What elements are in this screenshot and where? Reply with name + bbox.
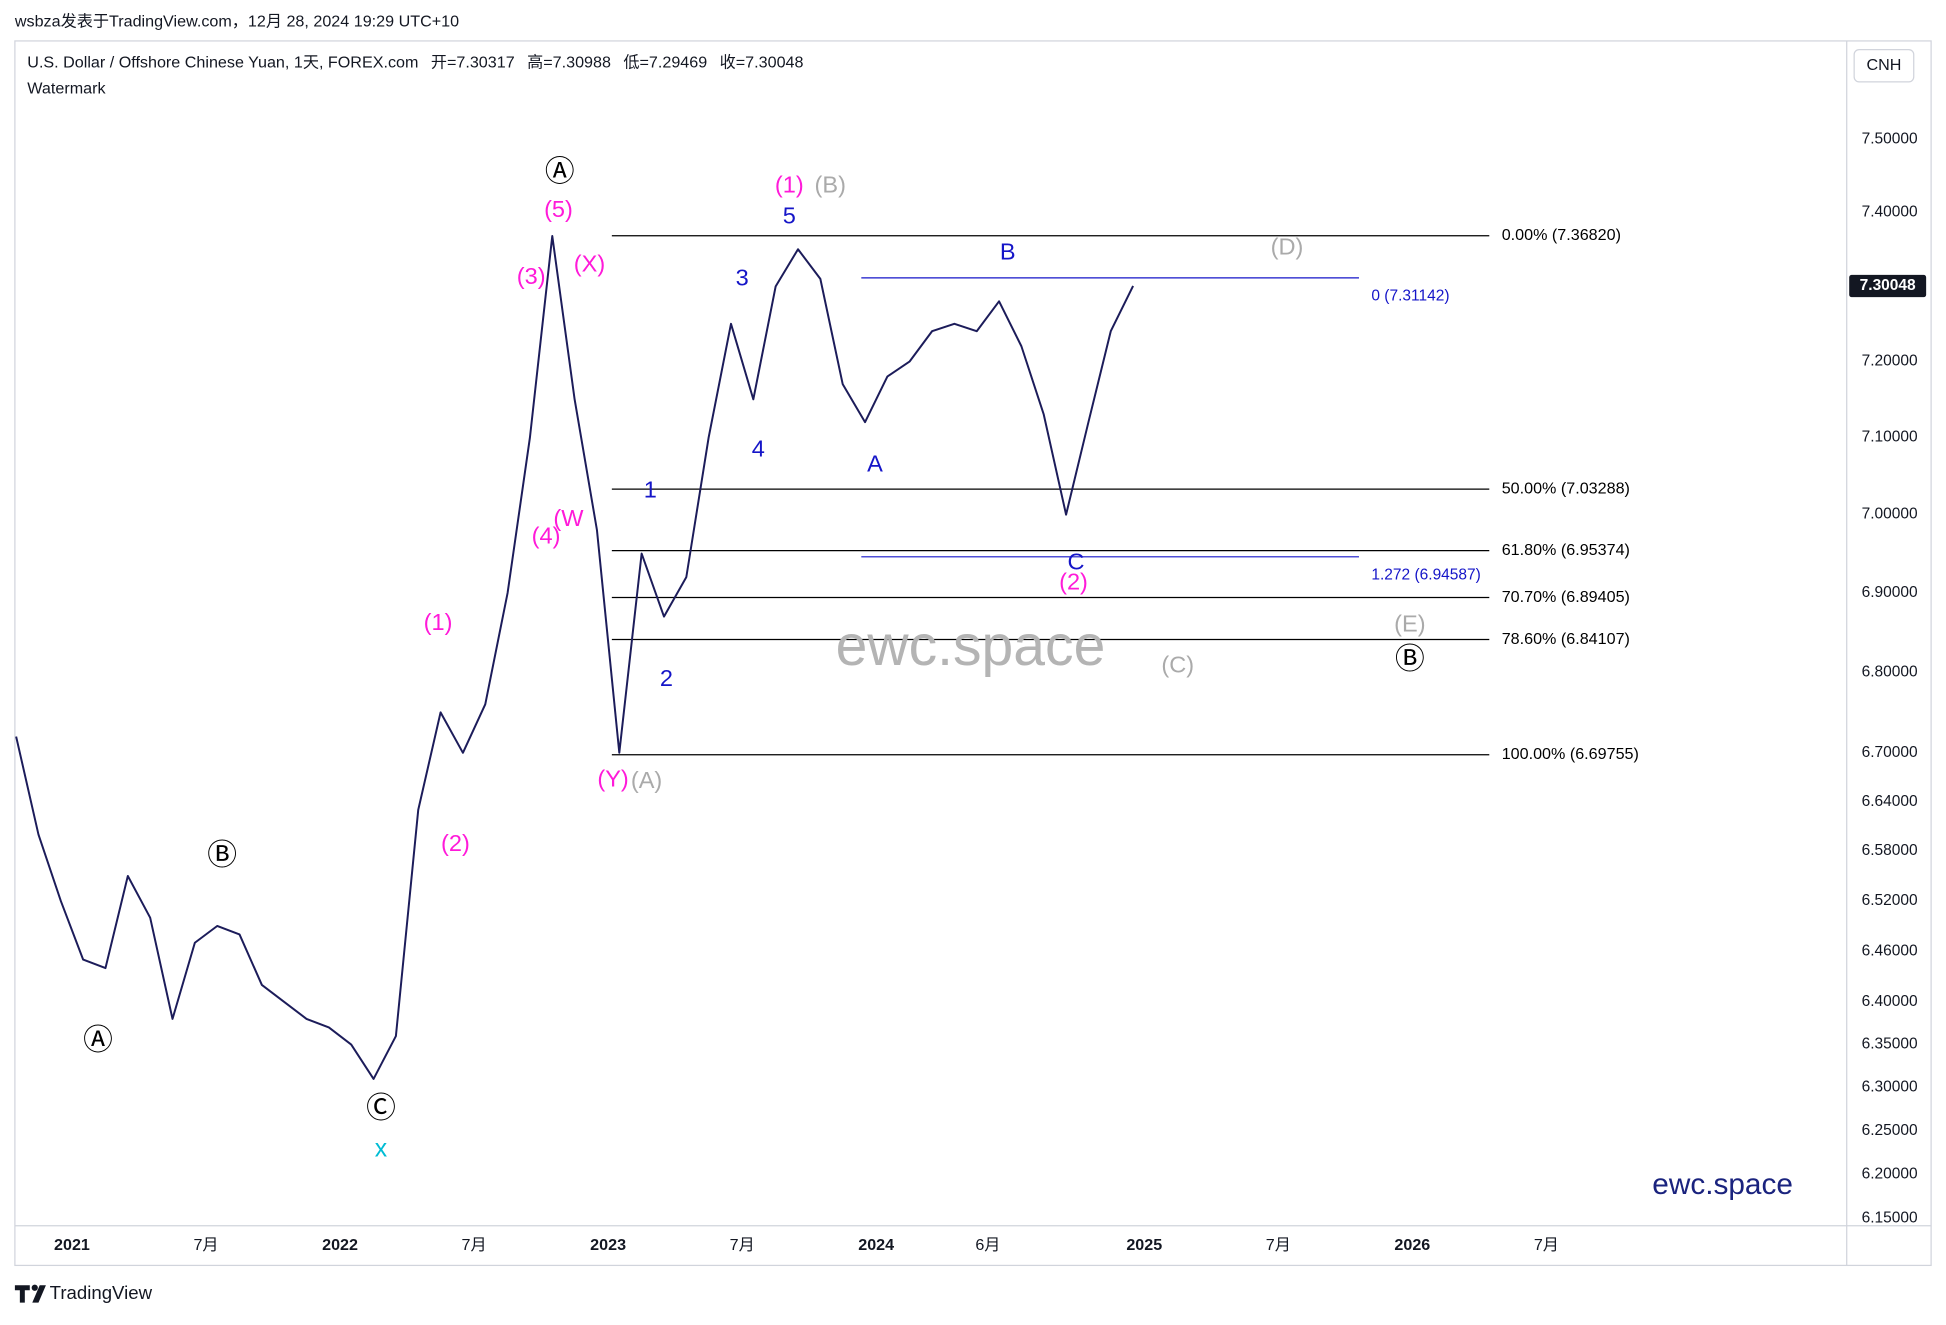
currency-box[interactable] [1853, 49, 1915, 83]
y-tick-label: 6.30000 [1862, 1079, 1918, 1096]
y-tick-label: 7.00000 [1862, 506, 1918, 523]
level-label: 50.00% (7.03288) [1502, 479, 1630, 497]
byline: wsbza发表于TradingView.com，12月 28, 2024 19:… [14, 13, 459, 31]
wave-label: (2) [1059, 568, 1088, 594]
x-tick-label: 7月 [462, 1236, 487, 1254]
wave-label: 4 [752, 436, 765, 462]
brand-logo [14, 1284, 46, 1303]
price-line [15, 234, 1134, 1080]
wave-label: ewc.space [836, 614, 1106, 678]
plot: 0.00% (7.36820) 50.00% (7.03288) 61.80% (6… [15, 226, 1639, 1080]
wave-label: (W [553, 505, 584, 531]
wave-label: 1 [644, 476, 657, 502]
y-tick-label: 6.70000 [1862, 744, 1918, 761]
x-tick-label: 2026 [1394, 1236, 1430, 1254]
wave-label: ewc.space [1652, 1168, 1793, 1201]
wave-label: (4) [532, 522, 561, 548]
y-tick-label: 7.40000 [1862, 203, 1918, 220]
wave-label: 2 [660, 665, 673, 691]
subtitle: Watermark [27, 80, 106, 98]
wave-label: Ⓑ [1395, 642, 1425, 677]
y-tick-label: 7.20000 [1862, 352, 1918, 369]
wave-label: Ⓑ [207, 838, 237, 873]
y-tick-label: 7.50000 [1862, 130, 1918, 147]
y-tick-label: 6.58000 [1862, 842, 1918, 859]
y-tick-label: 6.40000 [1862, 993, 1918, 1010]
level-label: 70.70% (6.89405) [1502, 588, 1630, 606]
wave-label: (E) [1394, 610, 1425, 636]
ohlc-value: 开=7.30317 [431, 54, 515, 72]
x-tick-label: 2022 [322, 1236, 358, 1254]
level-label: 61.80% (6.95374) [1502, 541, 1630, 559]
ohlc-value: 收=7.30048 [720, 54, 804, 72]
wave-label: Ⓐ [83, 1022, 113, 1057]
wave-label: x [375, 1136, 388, 1163]
wave-label: Ⓐ [545, 154, 575, 189]
level-label: 1.272 (6.94587) [1371, 567, 1480, 584]
y-tick-label: 6.64000 [1862, 793, 1918, 810]
last-price-box [1849, 274, 1927, 298]
x-tick-label: 7月 [730, 1236, 755, 1254]
wave-label: Ⓒ [366, 1091, 396, 1126]
brand: TradingView [50, 1282, 153, 1303]
y-tick-label: 7.10000 [1862, 429, 1918, 446]
wave-label: (1) [775, 171, 804, 197]
level-label: 0.00% (7.36820) [1502, 226, 1621, 244]
y-tick-label: 6.15000 [1862, 1210, 1918, 1227]
wave-label: 5 [783, 202, 796, 228]
y-tick-label: 6.80000 [1862, 663, 1918, 680]
ohlc-value: 低=7.29469 [623, 54, 707, 72]
frame [14, 40, 1932, 1267]
wave-label: A [867, 450, 883, 476]
level-label: 100.00% (6.69755) [1502, 745, 1639, 763]
symbol: U.S. Dollar / Offshore Chinese Yuan, 1天,… [27, 54, 418, 72]
wave-label: (B) [815, 171, 846, 197]
y-tick-label: 6.46000 [1862, 942, 1918, 959]
wave-label: (2) [441, 830, 470, 856]
last-price-label: 7.30048 [1860, 277, 1916, 294]
wave-label: (C) [1161, 651, 1194, 677]
x-tick-label: 7月 [193, 1236, 218, 1254]
wave-label: (1) [424, 609, 453, 635]
x-tick-label: 2024 [858, 1236, 894, 1254]
wave-label: C [1067, 548, 1084, 574]
x-tick-label: 6月 [975, 1236, 1000, 1254]
wave-label: (A) [631, 767, 662, 793]
currency[interactable]: CNH [1866, 56, 1901, 74]
x-tick-label: 7月 [1266, 1236, 1291, 1254]
y-tick-label: 6.52000 [1862, 892, 1918, 909]
wave-label: (3) [517, 263, 546, 289]
level-label: 0 (7.31142) [1371, 288, 1449, 305]
y-tick-label: 6.90000 [1862, 584, 1918, 601]
ohlc-value: 高=7.30988 [527, 54, 611, 72]
x-tick-label: 2021 [54, 1236, 90, 1254]
x-tick-label: 7月 [1534, 1236, 1559, 1254]
wave-label: (X) [574, 251, 605, 277]
wave-label: B [1000, 238, 1016, 264]
wave-label: (5) [544, 196, 573, 222]
wave-label: 3 [736, 264, 749, 290]
wave-label: (Y) [597, 766, 628, 792]
level-label: 78.60% (6.84107) [1502, 630, 1630, 648]
x-tick-label: 2023 [590, 1236, 626, 1254]
y-tick-label: 6.20000 [1862, 1166, 1918, 1183]
y-tick-label: 6.35000 [1862, 1036, 1918, 1053]
x-tick-label: 2025 [1126, 1236, 1162, 1254]
y-tick-label: 6.25000 [1862, 1122, 1918, 1139]
wave-label: (D) [1271, 233, 1304, 259]
